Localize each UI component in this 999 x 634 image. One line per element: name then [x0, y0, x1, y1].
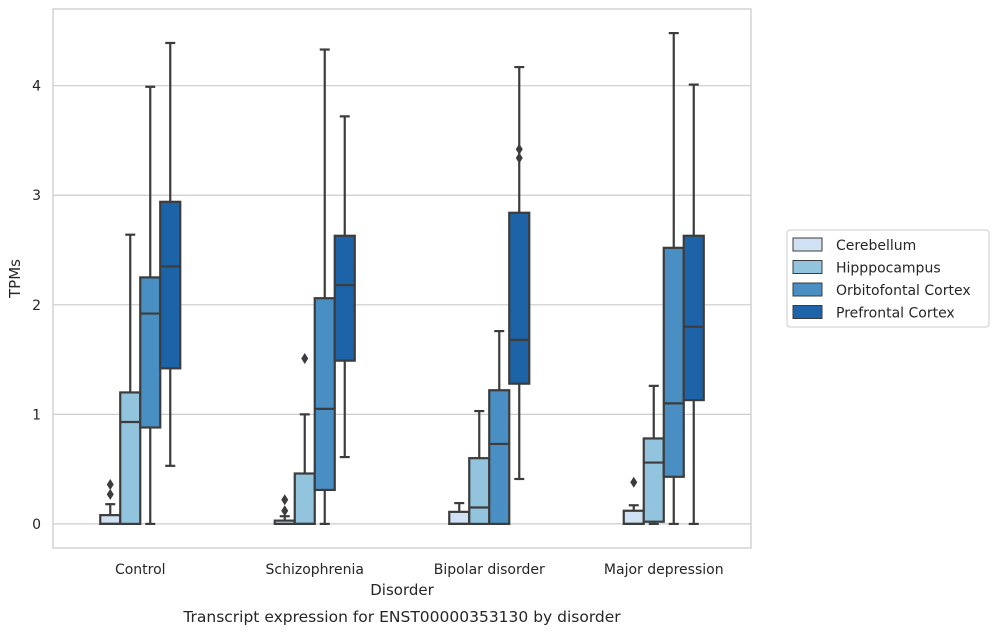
box-hipppocampus: [468, 409, 491, 525]
box-iqr: [159, 200, 182, 370]
legend-swatch: [792, 305, 823, 319]
box-iqr: [488, 389, 511, 525]
box-hipppocampus: [293, 352, 316, 525]
box-cerebellum: [99, 478, 122, 525]
box-hipppocampus: [119, 233, 142, 525]
legend-swatch: [792, 282, 823, 297]
box-prefrontal-cortex: [159, 41, 182, 467]
legend-label: Orbitofontal Cortex: [836, 283, 971, 299]
box-orbitofontal-cortex: [488, 329, 511, 525]
box-prefrontal-cortex: [682, 83, 705, 525]
box-cerebellum: [273, 494, 296, 525]
y-tick-label: 2: [32, 298, 41, 314]
box-prefrontal-cortex: [508, 65, 531, 481]
box-iqr: [293, 472, 316, 525]
box-iqr: [622, 509, 645, 525]
outlier-point: [106, 488, 114, 500]
box-iqr: [139, 276, 162, 429]
box-prefrontal-cortex: [333, 115, 356, 459]
box-cerebellum: [448, 501, 471, 525]
box-iqr: [313, 297, 336, 492]
box-orbitofontal-cortex: [139, 85, 162, 525]
y-tick-label: 3: [32, 188, 41, 204]
legend-label: Cerebellum: [836, 238, 916, 254]
box-iqr: [682, 234, 705, 402]
y-tick-label: 0: [32, 517, 41, 533]
box-iqr: [662, 246, 685, 478]
box-series: [99, 32, 705, 525]
box-iqr: [508, 211, 531, 385]
x-tick-label: Bipolar disorder: [434, 562, 545, 578]
box-orbitofontal-cortex: [313, 48, 336, 525]
box-hipppocampus: [642, 384, 665, 525]
y-tick-labels: 0 1 2 3 4: [32, 79, 41, 533]
x-tick-label: Schizophrenia: [266, 562, 364, 578]
box-iqr: [99, 514, 122, 525]
outlier-point: [515, 143, 523, 155]
y-tick-label: 4: [32, 79, 41, 95]
x-tick-labels: Control Schizophrenia Bipolar disorder Majo…: [115, 562, 724, 578]
plot-frame: [52, 8, 752, 549]
x-tick-label: Major depression: [604, 562, 724, 578]
legend-swatch: [792, 260, 823, 274]
legend: Cerebellum Hipppocampus Orbitofontal Corte…: [786, 229, 990, 328]
x-tick-label: Control: [115, 562, 166, 578]
legend-label: Hipppocampus: [836, 261, 941, 277]
chart-caption: Transcript expression for ENST0000035313…: [182, 608, 621, 626]
box-iqr: [468, 457, 491, 525]
box-iqr: [448, 510, 471, 525]
outlier-point: [281, 505, 289, 517]
outlier-point: [301, 352, 309, 364]
box-iqr: [119, 391, 142, 525]
outlier-point: [281, 494, 289, 506]
legend-swatch: [792, 237, 823, 252]
outlier-point: [106, 478, 114, 490]
y-axis-label: TPMs: [6, 259, 24, 299]
box-iqr: [333, 234, 356, 362]
legend-frame: [786, 229, 990, 328]
box-cerebellum: [622, 476, 645, 525]
outlier-point: [630, 476, 638, 488]
x-axis-label: Disorder: [370, 581, 434, 599]
box-iqr: [642, 437, 665, 523]
legend-label: Prefrontal Cortex: [836, 306, 955, 322]
outlier-point: [515, 152, 523, 164]
y-tick-label: 1: [32, 407, 41, 423]
